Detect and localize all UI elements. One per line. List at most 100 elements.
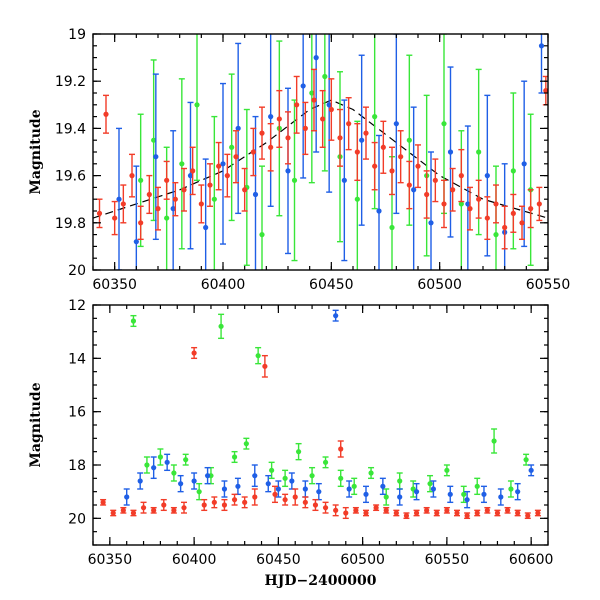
data-point xyxy=(525,513,531,519)
data-point xyxy=(464,513,470,519)
data-point xyxy=(504,507,511,513)
data-point xyxy=(130,318,137,324)
data-point xyxy=(265,481,271,487)
data-point xyxy=(100,499,106,505)
data-point xyxy=(204,473,211,479)
data-point xyxy=(326,102,332,108)
data-point xyxy=(535,510,541,516)
data-point xyxy=(484,215,490,221)
data-point xyxy=(220,161,226,167)
data-point xyxy=(259,130,265,136)
data-point xyxy=(538,43,545,49)
data-point xyxy=(368,470,374,476)
data-point xyxy=(309,90,315,96)
data-point xyxy=(376,208,382,214)
data-point xyxy=(354,149,360,155)
data-point xyxy=(444,507,450,513)
data-point xyxy=(295,449,302,455)
data-point xyxy=(359,137,365,143)
y-tick-label: 19.8 xyxy=(55,216,86,232)
data-point xyxy=(171,507,177,513)
data-point xyxy=(233,154,239,160)
data-point xyxy=(250,149,256,155)
data-point xyxy=(190,168,196,174)
data-point xyxy=(316,489,322,495)
data-point xyxy=(181,505,187,511)
data-point xyxy=(252,473,258,479)
data-point xyxy=(183,457,189,463)
data-point xyxy=(221,486,228,492)
data-point xyxy=(424,507,430,513)
data-point xyxy=(161,502,167,508)
data-point xyxy=(441,121,447,127)
data-point xyxy=(302,499,308,505)
model-curve xyxy=(93,99,548,219)
data-point xyxy=(243,441,249,447)
data-point xyxy=(282,497,288,503)
data-point xyxy=(172,196,178,202)
data-point xyxy=(441,201,447,207)
y-tick-label: 20 xyxy=(68,263,86,279)
x-tick-label: 60350 xyxy=(92,277,137,293)
x-tick-label: 60550 xyxy=(425,552,470,568)
data-point xyxy=(467,206,473,212)
data-point xyxy=(235,483,241,489)
data-point xyxy=(207,182,213,188)
data-point xyxy=(130,510,137,516)
data-point xyxy=(474,510,480,516)
data-point xyxy=(510,210,516,216)
data-point xyxy=(353,507,359,513)
data-point xyxy=(491,438,497,444)
x-tick-label: 60550 xyxy=(526,277,571,293)
data-point xyxy=(363,130,369,136)
data-point xyxy=(289,478,295,484)
data-point xyxy=(397,478,403,484)
data-point xyxy=(211,196,217,202)
data-point xyxy=(137,478,143,484)
data-point xyxy=(338,446,344,452)
data-point xyxy=(322,459,329,465)
y-tick-label: 19.2 xyxy=(55,74,86,90)
data-point xyxy=(242,499,248,505)
y-tick-label: 19.4 xyxy=(55,121,86,137)
data-point xyxy=(164,459,170,465)
series-blue xyxy=(123,309,535,509)
data-point xyxy=(494,510,501,516)
y-axis-title: Magnitude xyxy=(28,109,44,194)
data-point xyxy=(458,173,464,179)
data-point xyxy=(322,73,328,80)
data-point xyxy=(351,483,357,489)
data-point xyxy=(450,187,456,193)
data-point xyxy=(474,483,480,489)
data-point xyxy=(543,88,548,94)
plot-frame xyxy=(92,304,549,546)
x-tick-label: 60500 xyxy=(417,277,462,293)
data-point xyxy=(508,486,514,492)
data-point xyxy=(178,481,184,487)
data-point xyxy=(120,201,126,207)
data-point xyxy=(231,454,238,460)
data-point xyxy=(403,513,410,519)
data-point xyxy=(312,502,319,508)
data-point xyxy=(528,206,534,212)
data-point xyxy=(465,201,471,207)
data-point xyxy=(216,163,222,169)
data-point xyxy=(272,491,278,497)
series-green xyxy=(137,34,534,270)
data-point xyxy=(320,116,326,122)
data-point xyxy=(333,313,339,319)
data-point xyxy=(157,454,164,460)
data-point xyxy=(341,177,347,183)
data-point xyxy=(302,125,308,131)
x-tick-label: 60400 xyxy=(172,552,217,568)
data-point xyxy=(112,215,118,221)
data-point xyxy=(196,489,202,495)
data-point xyxy=(276,116,282,122)
y-tick-label: 18 xyxy=(68,458,86,474)
data-point xyxy=(151,465,157,471)
data-point xyxy=(397,494,403,500)
x-axis-title: HJD−2400000 xyxy=(265,573,377,589)
data-point xyxy=(428,220,434,226)
data-point xyxy=(292,494,298,500)
